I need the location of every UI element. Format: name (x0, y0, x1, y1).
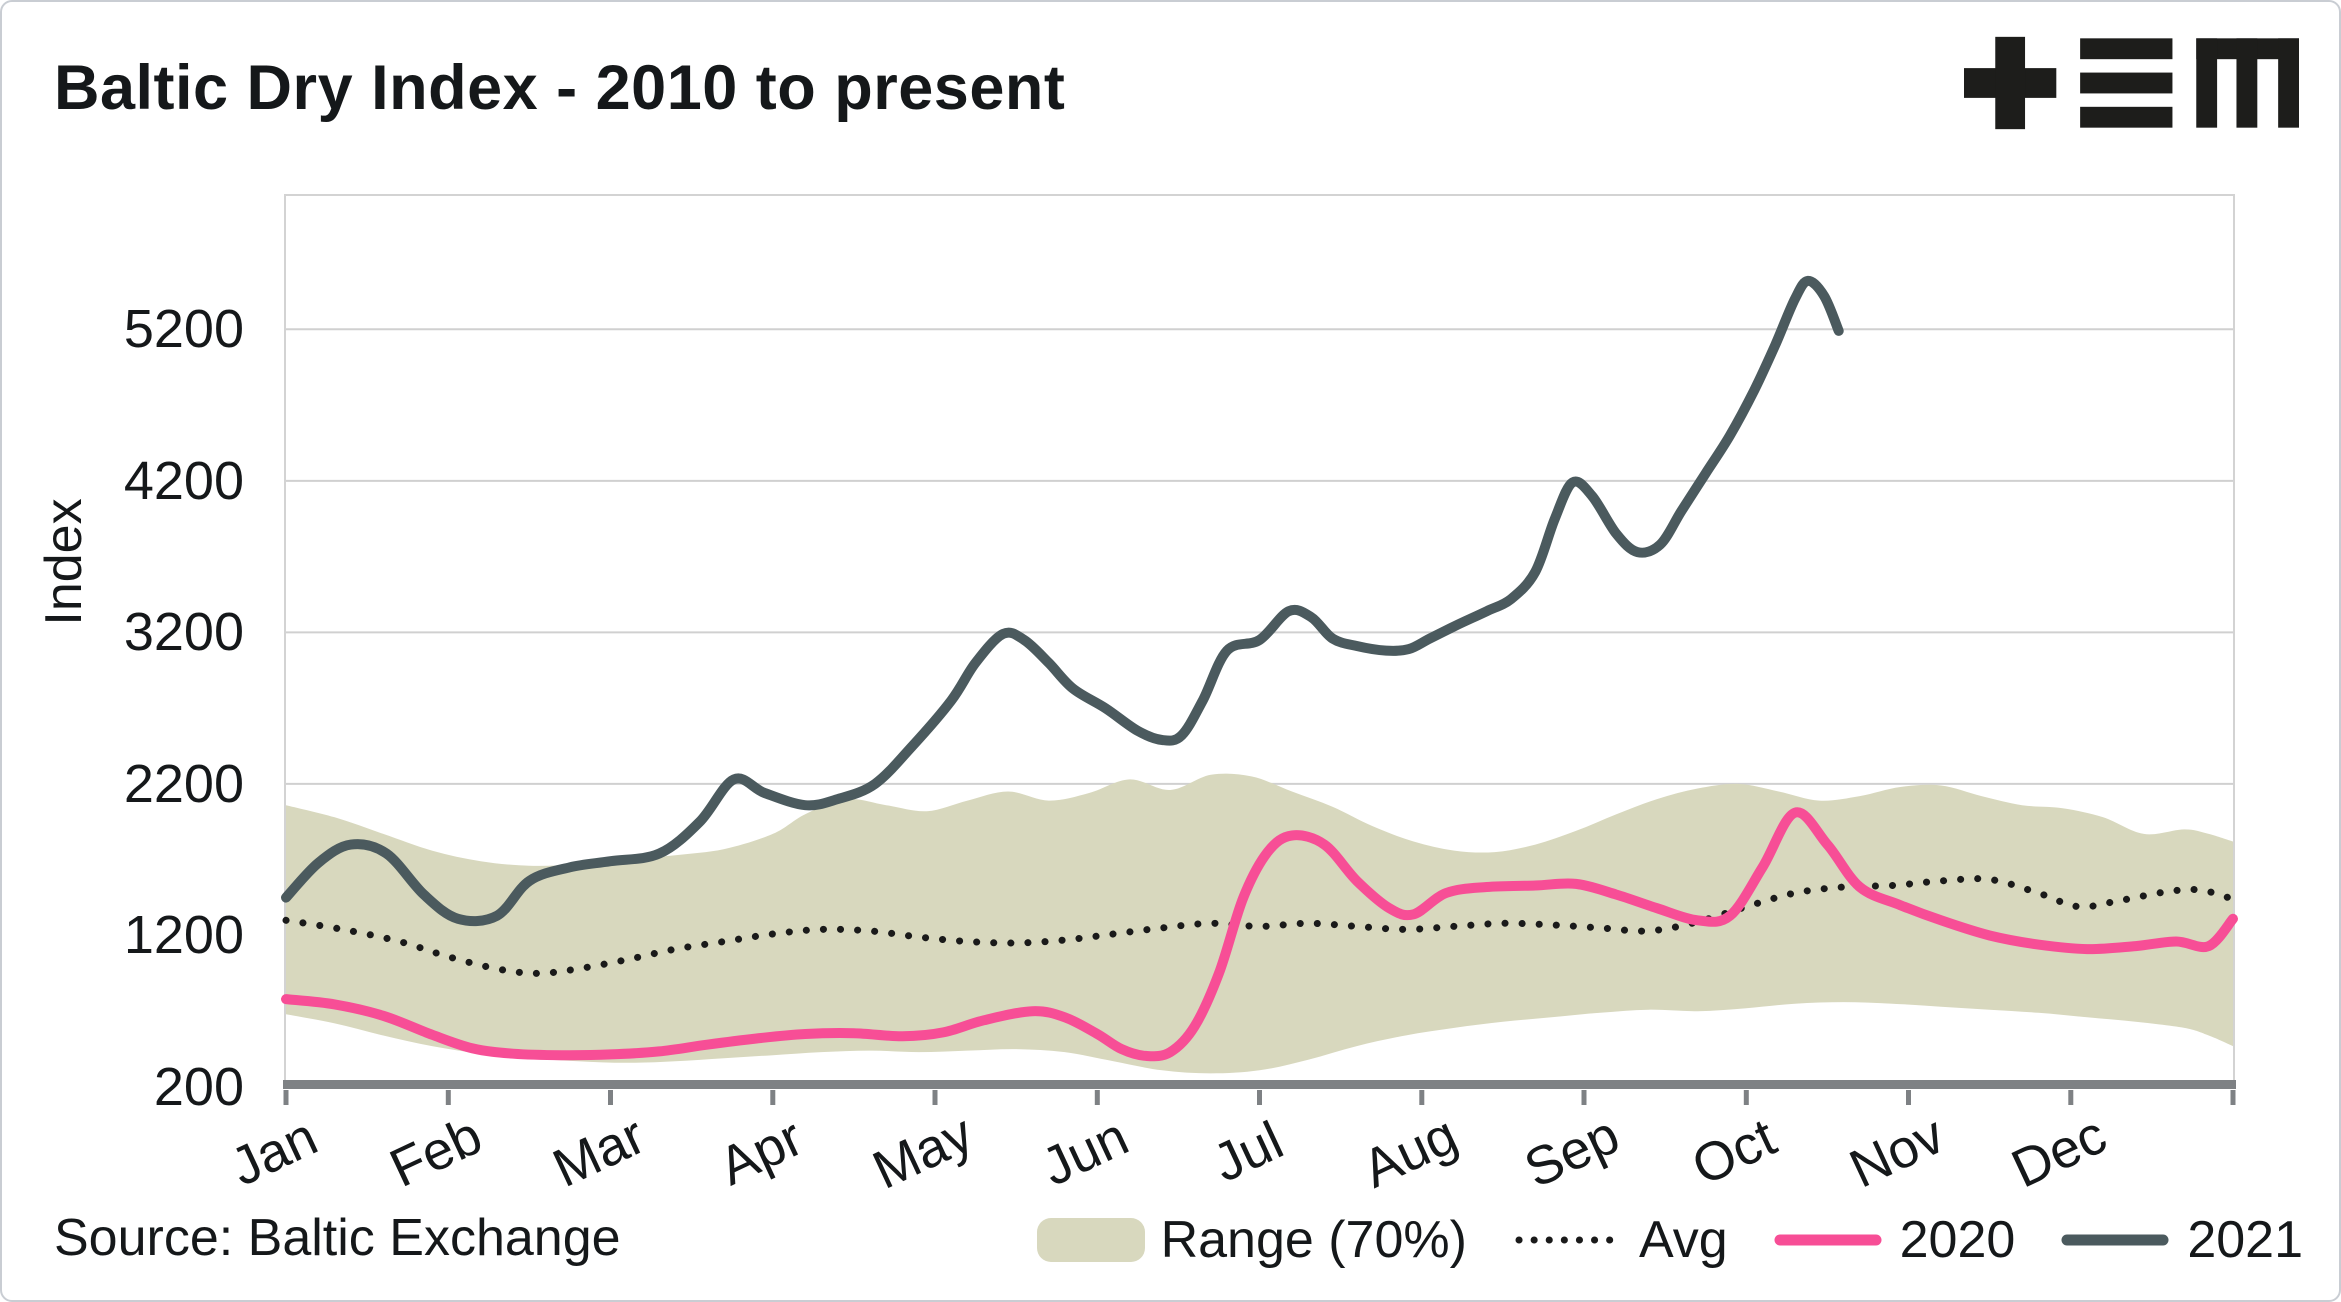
series-line-2021 (281, 275, 1844, 927)
line-2020-icon (1774, 1234, 1882, 1246)
x-tick-label-apr: Apr (709, 1107, 812, 1197)
legend-label-2020: 2020 (1899, 1211, 2016, 1269)
legend-item-2020: 2020 (1772, 1210, 2016, 1270)
legend-label-range: Range (70%) (1160, 1211, 1467, 1269)
x-tick-label-mar: Mar (543, 1105, 654, 1199)
brand-logo-icon (1964, 36, 2299, 130)
x-tick-label-aug: Aug (1353, 1104, 1466, 1200)
plot-frame (281, 194, 2238, 1105)
x-tick-label-dec: Dec (2002, 1104, 2115, 1200)
y-tick-label: 2200 (123, 753, 244, 814)
y-tick-label: 4200 (123, 450, 244, 511)
chart-title: Baltic Dry Index - 2010 to present (54, 53, 1066, 123)
source-note: Source: Baltic Exchange (54, 1209, 621, 1267)
x-tick-label-jul: Jul (1203, 1110, 1292, 1194)
range-band-swatch-icon (1036, 1218, 1145, 1262)
range-band-area (286, 773, 2233, 1074)
series-line-avg (282, 875, 2237, 977)
series-line-2020 (281, 807, 2238, 1062)
legend-item-2021: 2021 (2059, 1210, 2303, 1270)
x-tick-label-nov: Nov (1840, 1104, 1953, 1200)
x-axis-line (283, 1080, 2236, 1089)
x-tick-label-sep: Sep (1515, 1104, 1629, 1200)
y-tick-label: 200 (153, 1057, 244, 1117)
legend: Range (70%) Avg 2020 2021 (1036, 1210, 2303, 1270)
plot-area (281, 275, 2238, 1105)
x-tick-label-oct: Oct (1683, 1107, 1786, 1197)
x-tick-label-jan: Jan (221, 1106, 327, 1198)
legend-label-avg: Avg (1638, 1211, 1728, 1269)
legend-label-2021: 2021 (2187, 1211, 2303, 1269)
legend-item-range: Range (70%) (1036, 1210, 1467, 1270)
y-tick-label: 1200 (123, 905, 244, 966)
x-tick-label-jun: Jun (1033, 1106, 1138, 1198)
y-tick-label: 3200 (123, 602, 244, 663)
line-2021-icon (2061, 1234, 2169, 1246)
legend-item-avg: Avg (1511, 1210, 1728, 1270)
y-tick-label: 5200 (123, 299, 244, 360)
avg-dotted-line-icon (1515, 1236, 1619, 1244)
x-tick-label-may: May (864, 1103, 982, 1201)
x-tick-label-feb: Feb (381, 1105, 492, 1199)
